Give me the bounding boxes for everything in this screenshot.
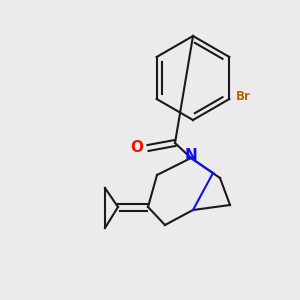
Text: Br: Br [236, 91, 251, 103]
Text: O: O [130, 140, 143, 155]
Text: N: N [184, 148, 197, 163]
